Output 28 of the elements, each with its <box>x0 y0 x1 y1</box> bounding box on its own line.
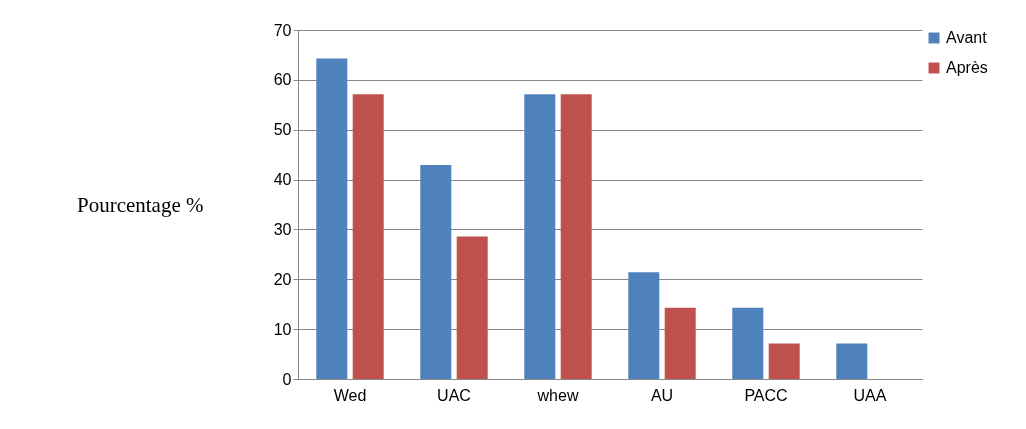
x-tick-label: whew <box>536 386 579 404</box>
x-tick-label: UAC <box>437 386 471 404</box>
bar <box>456 236 488 379</box>
y-tick-label: 70 <box>273 21 292 39</box>
bar <box>420 165 452 379</box>
legend-label: Après <box>946 59 988 76</box>
y-tick-label: 20 <box>273 270 292 288</box>
y-tick-label: 40 <box>273 171 292 189</box>
y-tick-label: 60 <box>273 71 292 89</box>
bar <box>316 58 348 379</box>
x-tick-label: UAA <box>853 386 887 404</box>
y-tick-label: 10 <box>273 320 292 338</box>
bar <box>836 343 868 379</box>
y-tick-label: 0 <box>282 370 292 388</box>
bar <box>628 272 660 379</box>
x-tick-label: AU <box>650 386 674 404</box>
bar <box>664 307 696 379</box>
x-tick-label: Wed <box>333 386 367 404</box>
bar <box>352 94 384 379</box>
x-tick-label: PACC <box>744 386 788 404</box>
y-tick-label: 50 <box>273 121 292 139</box>
bar <box>732 307 764 379</box>
y-axis-title: Pourcentage % <box>76 192 204 217</box>
bar <box>524 94 556 379</box>
bar <box>560 94 592 379</box>
bar <box>768 343 800 379</box>
legend-label: Avant <box>946 29 988 46</box>
y-tick-label: 30 <box>273 220 292 238</box>
